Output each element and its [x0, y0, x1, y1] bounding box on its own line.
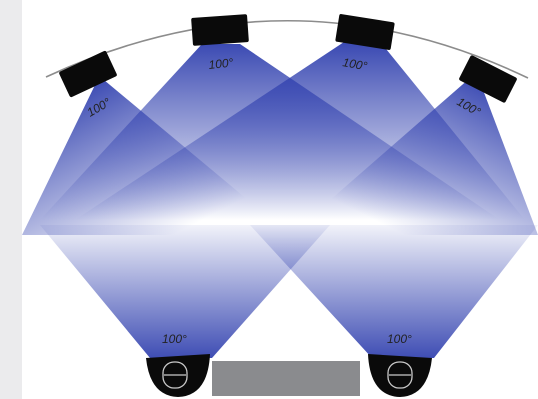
- angle-label-bottom-right: 100°: [387, 332, 412, 346]
- top-speaker-4: [459, 55, 517, 103]
- side-panel: [0, 0, 22, 399]
- center-floor-bar: [212, 361, 360, 396]
- top-speakers: [59, 14, 517, 103]
- top-speaker-1: [59, 50, 117, 98]
- speaker-port-icon: [162, 361, 188, 389]
- angle-label-bottom-left: 100°: [162, 332, 187, 346]
- bottom-beams: [40, 225, 538, 358]
- beam-bottom-speaker-right: [250, 225, 538, 358]
- bottom-speaker-left: [146, 354, 210, 397]
- top-speaker-3: [335, 14, 395, 50]
- top-speaker-2: [191, 14, 249, 46]
- beam-bottom-speaker-left: [40, 225, 330, 358]
- top-beams: [22, 42, 538, 235]
- beam-top-speaker-4: [290, 78, 538, 235]
- angle-label-top-3: 100°: [341, 55, 368, 73]
- top-arc-line: [45, 20, 529, 79]
- speaker-port-icon: [387, 361, 413, 389]
- bottom-speakers: [146, 354, 432, 397]
- bottom-angle-labels: 100° 100°: [162, 332, 412, 346]
- angle-label-top-2: 100°: [208, 55, 234, 72]
- bottom-speaker-right: [368, 354, 432, 397]
